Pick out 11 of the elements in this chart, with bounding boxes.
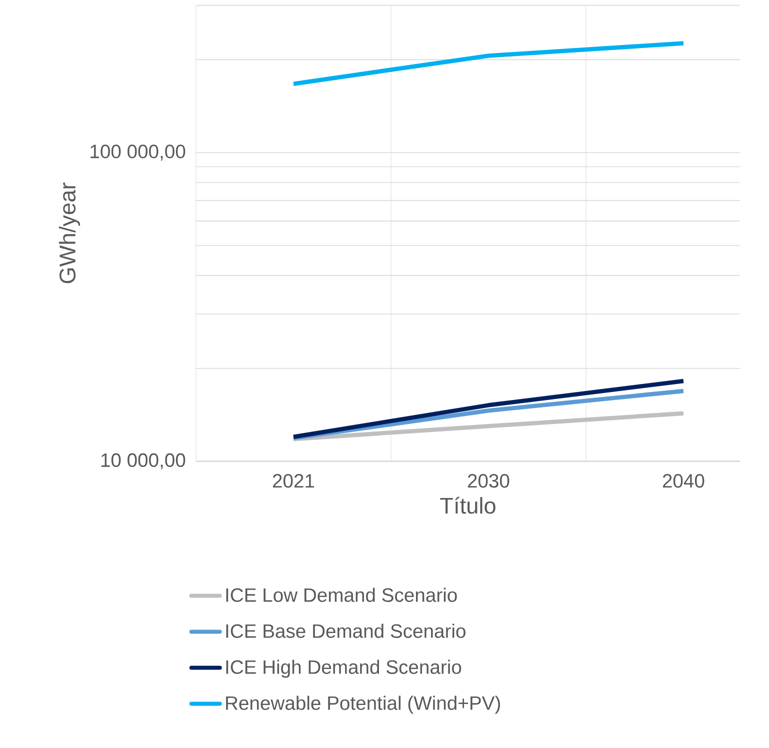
legend-label: ICE High Demand Scenario	[226, 660, 462, 678]
x-tick-label: 2021	[272, 474, 314, 488]
y-tick-label: 10 000,00	[101, 453, 186, 470]
legend-label: Renewable Potential (Wind+PV)	[226, 696, 500, 714]
legend-label: ICE Base Demand Scenario	[226, 624, 466, 638]
x-axis-title: Título	[440, 496, 496, 514]
legend-label: ICE Low Demand Scenario	[226, 588, 457, 602]
x-tick-label: 2040	[662, 474, 704, 488]
y-axis-title: GWh/year	[58, 182, 80, 284]
x-tick-label: 2030	[468, 474, 510, 488]
y-tick-label: 100 000,00	[90, 144, 186, 161]
